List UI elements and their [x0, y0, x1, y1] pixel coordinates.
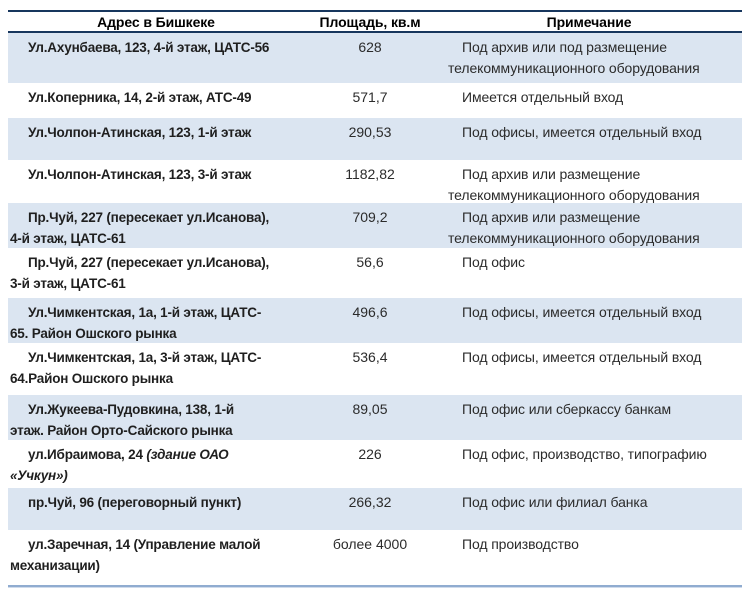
note-cell: Под архив или размещение телекоммуникаци… [448, 166, 700, 203]
area-cell: 290,53 [348, 124, 392, 140]
table-bottom-border [8, 585, 742, 587]
table-header-row: Адрес в Бишкеке Площадь, кв.м Примечание [8, 12, 742, 33]
note-cell: Под архив или под размещение телекоммуни… [448, 39, 700, 76]
address-text: Пр.Чуй, 227 (пересекает ул.Исанова), 3-й… [10, 255, 270, 291]
address-cell: Ул.Чолпон-Атинская, 123, 3-й этаж [8, 160, 304, 203]
address-cell: Пр.Чуй, 227 (пересекает ул.Исанова), 3-й… [8, 248, 304, 298]
address-cell: ул.Ибраимова, 24 (здание ОАО «Учкун») [8, 440, 304, 488]
address-text: Ул.Чолпон-Атинская, 123, 1-й этаж [28, 125, 252, 140]
note-cell: Под офис [462, 254, 525, 270]
address-cell: Ул.Жукеева-Пудовкина, 138, 1-й этаж. Рай… [8, 395, 304, 440]
address-text: пр.Чуй, 96 (переговорный пункт) [28, 495, 242, 510]
table-row: Ул.Чимкентская, 1а, 1-й этаж, ЦАТС- 65. … [8, 298, 742, 343]
table-row: Пр.Чуй, 227 (пересекает ул.Исанова), 4-й… [8, 203, 742, 248]
note-cell: Под производство [462, 536, 579, 552]
address-text: Ул.Ахунбаева, 123, 4-й этаж, ЦАТС-56 [28, 40, 270, 55]
table-row: Ул.Жукеева-Пудовкина, 138, 1-й этаж. Рай… [8, 395, 742, 440]
area-cell: 1182,82 [345, 166, 395, 182]
note-cell: Под офисы, имеется отдельный вход [462, 349, 702, 365]
note-cell: Под офис или сберкассу банкам [462, 401, 672, 417]
address-text: Пр.Чуй, 227 (пересекает ул.Исанова), 4-й… [10, 210, 270, 246]
note-cell: Имеется отдельный вход [462, 89, 624, 105]
address-cell: Ул.Чимкентская, 1а, 3-й этаж, ЦАТС- 64.Р… [8, 343, 304, 395]
address-text: ул.Ибраимова, 24 [28, 447, 147, 462]
address-cell: Пр.Чуй, 227 (пересекает ул.Исанова), 4-й… [8, 203, 304, 248]
address-text: Ул.Чолпон-Атинская, 123, 3-й этаж [28, 167, 252, 182]
table-row: ул.Заречная, 14 (Управление малой механи… [8, 530, 742, 585]
table-row: Ул.Чолпон-Атинская, 123, 1-й этаж 290,53… [8, 118, 742, 160]
header-note: Примечание [546, 13, 632, 30]
area-cell: 571,7 [352, 89, 388, 105]
rental-offers-table: Адрес в Бишкеке Площадь, кв.м Примечание… [8, 10, 742, 587]
address-cell: Ул.Коперника, 14, 2-й этаж, АТС-49 [8, 83, 304, 118]
address-text: Ул.Чимкентская, 1а, 1-й этаж, ЦАТС- 65. … [10, 305, 262, 341]
area-cell: 496,6 [352, 304, 388, 320]
address-italic-text: (здание ОАО «Учкун») [10, 447, 229, 483]
address-cell: пр.Чуй, 96 (переговорный пункт) [8, 488, 304, 530]
area-cell: 536,4 [352, 349, 388, 365]
area-cell: 628 [358, 39, 382, 55]
address-text: ул.Заречная, 14 (Управление малой механи… [10, 537, 261, 573]
area-cell: 56,6 [356, 254, 384, 270]
address-text: Ул.Коперника, 14, 2-й этаж, АТС-49 [28, 90, 252, 105]
address-cell: Ул.Чимкентская, 1а, 1-й этаж, ЦАТС- 65. … [8, 298, 304, 343]
note-cell: Под офис, производство, типографию [462, 446, 707, 462]
address-cell: ул.Заречная, 14 (Управление малой механи… [8, 530, 304, 585]
note-cell: Под архив или размещение телекоммуникаци… [448, 209, 700, 246]
area-cell: 89,05 [352, 401, 388, 417]
header-address: Адрес в Бишкеке [97, 13, 215, 30]
address-text: Ул.Жукеева-Пудовкина, 138, 1-й этаж. Рай… [10, 402, 235, 438]
table-row: Ул.Ахунбаева, 123, 4-й этаж, ЦАТС-56 628… [8, 33, 742, 83]
area-cell: более 4000 [332, 536, 408, 552]
table-row: пр.Чуй, 96 (переговорный пункт) 266,32 П… [8, 488, 742, 530]
address-text: Ул.Чимкентская, 1а, 3-й этаж, ЦАТС- 64.Р… [10, 350, 262, 386]
area-cell: 266,32 [348, 494, 392, 510]
table-row: Ул.Чимкентская, 1а, 3-й этаж, ЦАТС- 64.Р… [8, 343, 742, 395]
note-cell: Под офисы, имеется отдельный вход [462, 304, 702, 320]
table-row: Пр.Чуй, 227 (пересекает ул.Исанова), 3-й… [8, 248, 742, 298]
address-cell: Ул.Ахунбаева, 123, 4-й этаж, ЦАТС-56 [8, 33, 304, 83]
table-row: Ул.Чолпон-Атинская, 123, 3-й этаж 1182,8… [8, 160, 742, 203]
note-cell: Под офисы, имеется отдельный вход [462, 124, 702, 140]
address-cell: Ул.Чолпон-Атинская, 123, 1-й этаж [8, 118, 304, 160]
table-row: ул.Ибраимова, 24 (здание ОАО «Учкун») 22… [8, 440, 742, 488]
table-row: Ул.Коперника, 14, 2-й этаж, АТС-49 571,7… [8, 83, 742, 118]
header-area: Площадь, кв.м [319, 13, 421, 30]
area-cell: 709,2 [352, 209, 388, 225]
area-cell: 226 [358, 446, 382, 462]
note-cell: Под офис или филиал банка [462, 494, 648, 510]
